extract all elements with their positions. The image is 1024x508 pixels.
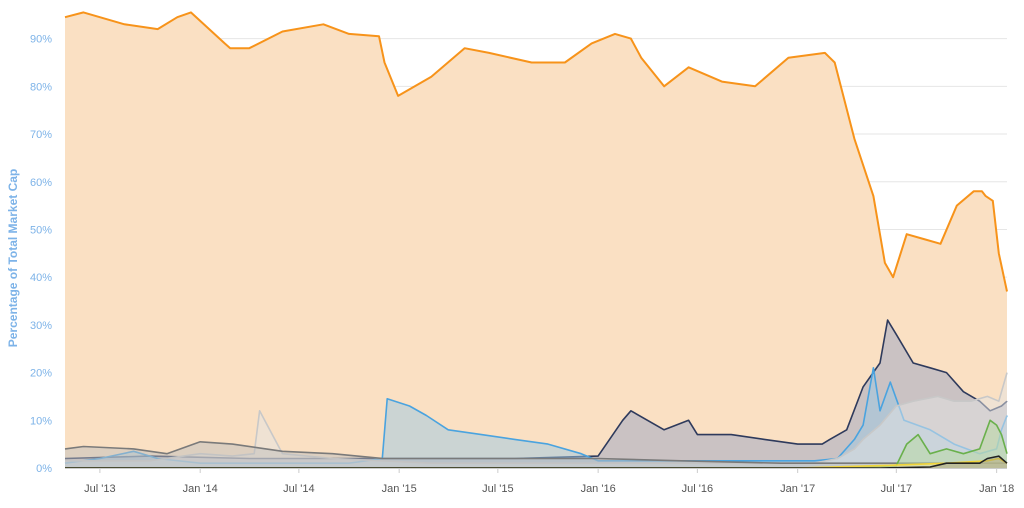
series-4-line: [64, 441, 1007, 464]
y-tick-label: 90%: [30, 34, 52, 46]
y-tick-label: 0%: [36, 463, 52, 475]
x-tick-label: Jul '16: [682, 483, 713, 495]
series-layer: [64, 11, 1008, 469]
x-tick-label: Jul '17: [881, 483, 912, 495]
axis-layer: 0% 10% 20% 30% 40% 50% 60% 70% 80% 90% Jul '13 Jan …: [30, 34, 1014, 495]
x-tick-label: Jan '17: [780, 483, 815, 495]
series-0-line: [64, 11, 1008, 292]
y-tick-label: 30%: [30, 320, 52, 332]
y-tick-label: 50%: [30, 224, 52, 236]
y-axis-label: Percentage of Total Market Cap: [6, 169, 20, 348]
x-tick-label: Jan '15: [382, 483, 417, 495]
y-tick-label: 70%: [30, 129, 52, 141]
x-tick-label: Jan '14: [183, 483, 218, 495]
series-0-area: [65, 12, 1007, 469]
x-tick-label: Jul '15: [482, 483, 513, 495]
y-tick-label: 20%: [30, 368, 52, 380]
x-tick-label: Jul '13: [84, 483, 115, 495]
y-tick-label: 60%: [30, 177, 52, 189]
x-tick-label: Jan '16: [581, 483, 616, 495]
x-tick-label: Jul '14: [283, 483, 314, 495]
x-tick-label: Jan '18: [979, 483, 1014, 495]
y-tick-label: 80%: [30, 81, 52, 93]
y-tick-label: 10%: [30, 415, 52, 427]
series-5-area: [65, 420, 1007, 468]
series-7-line: [65, 455, 1008, 469]
series-4-area: [65, 441, 1007, 468]
y-tick-label: 40%: [30, 272, 52, 284]
